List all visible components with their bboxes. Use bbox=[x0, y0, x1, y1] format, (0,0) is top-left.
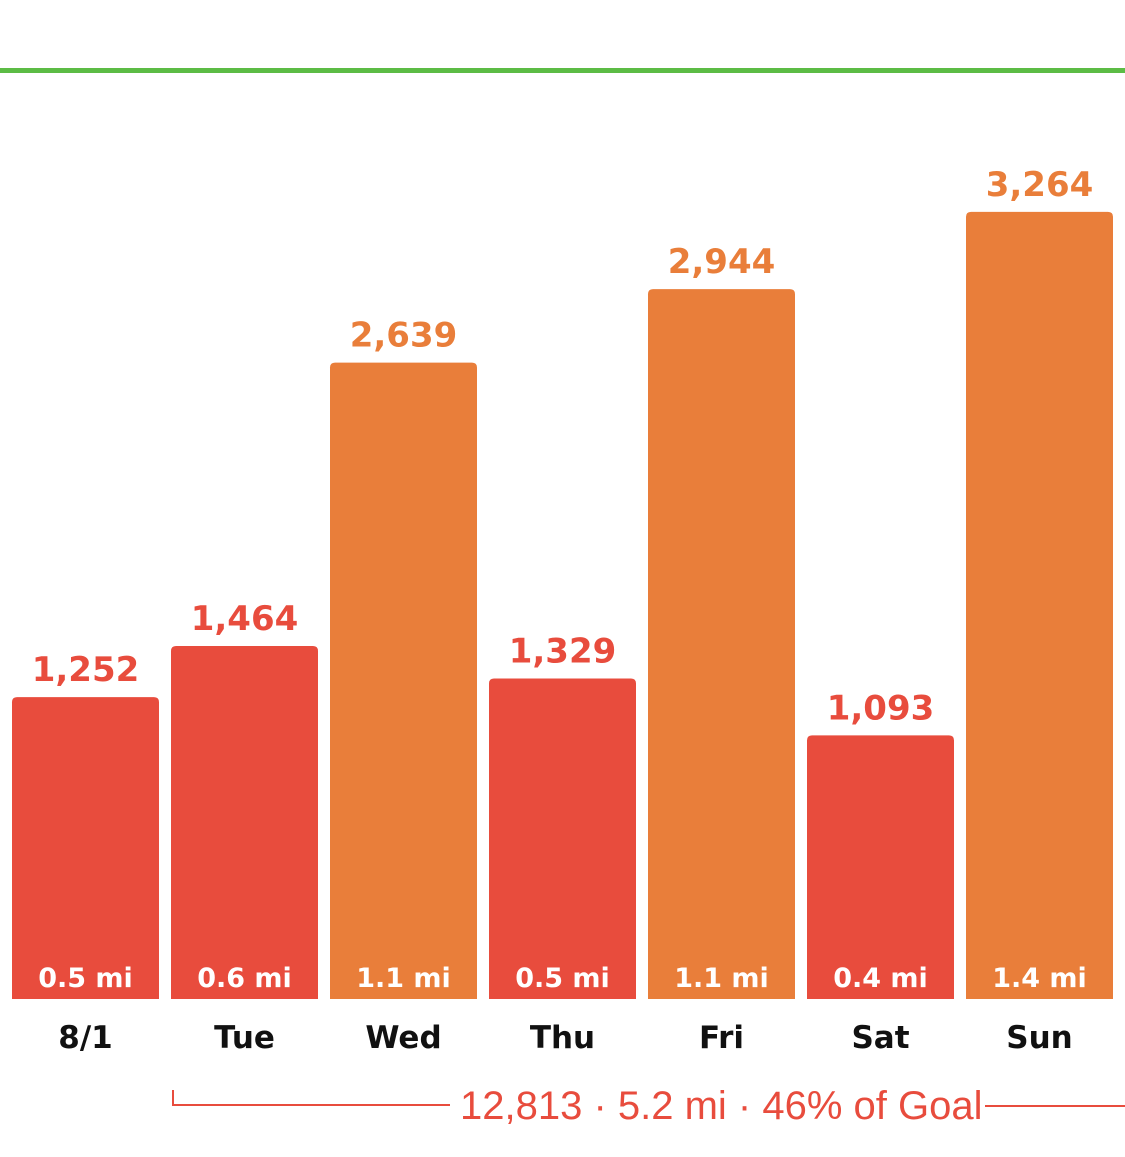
day-tick-label: Sun bbox=[1006, 1020, 1072, 1056]
distance-label: 1.1 mi bbox=[356, 963, 451, 994]
bar-sat bbox=[807, 735, 954, 999]
distance-label: 1.4 mi bbox=[992, 963, 1087, 994]
value-label: 1,093 bbox=[827, 688, 935, 728]
value-label: 2,944 bbox=[668, 242, 776, 282]
day-tick-label: Tue bbox=[214, 1020, 275, 1056]
distance-label: 0.5 mi bbox=[38, 963, 133, 994]
day-tick-label: Fri bbox=[699, 1020, 744, 1056]
value-label: 3,264 bbox=[986, 165, 1094, 205]
distance-label: 1.1 mi bbox=[674, 963, 769, 994]
day-tick-label: Wed bbox=[365, 1020, 441, 1056]
bar-sun bbox=[966, 211, 1113, 999]
bar-wed bbox=[330, 362, 477, 999]
distance-label: 0.6 mi bbox=[197, 963, 292, 994]
summary-text: 12,813 · 5.2 mi · 46% of Goal bbox=[460, 1084, 983, 1128]
value-label: 1,252 bbox=[32, 650, 140, 690]
bar-thu bbox=[489, 678, 636, 999]
bar-fri bbox=[648, 289, 795, 999]
distance-label: 0.4 mi bbox=[833, 963, 928, 994]
day-tick-label: 8/1 bbox=[58, 1020, 112, 1056]
value-label: 1,464 bbox=[191, 599, 299, 639]
steps-bar-chart: 1,252 0.5 mi 8/1 1,464 0.6 mi Tue 2,639 1.1 mi W… bbox=[12, 165, 1113, 1056]
distance-label: 0.5 mi bbox=[515, 963, 610, 994]
day-tick-label: Sat bbox=[851, 1020, 909, 1056]
bar-tue bbox=[171, 645, 318, 999]
value-label: 1,329 bbox=[509, 632, 617, 672]
summary-bracket bbox=[172, 1090, 450, 1106]
top-divider bbox=[0, 68, 1125, 73]
bar-8-1 bbox=[12, 697, 159, 999]
day-tick-label: Thu bbox=[530, 1020, 595, 1056]
summary-line bbox=[985, 1105, 1125, 1107]
value-label: 2,639 bbox=[350, 316, 458, 356]
